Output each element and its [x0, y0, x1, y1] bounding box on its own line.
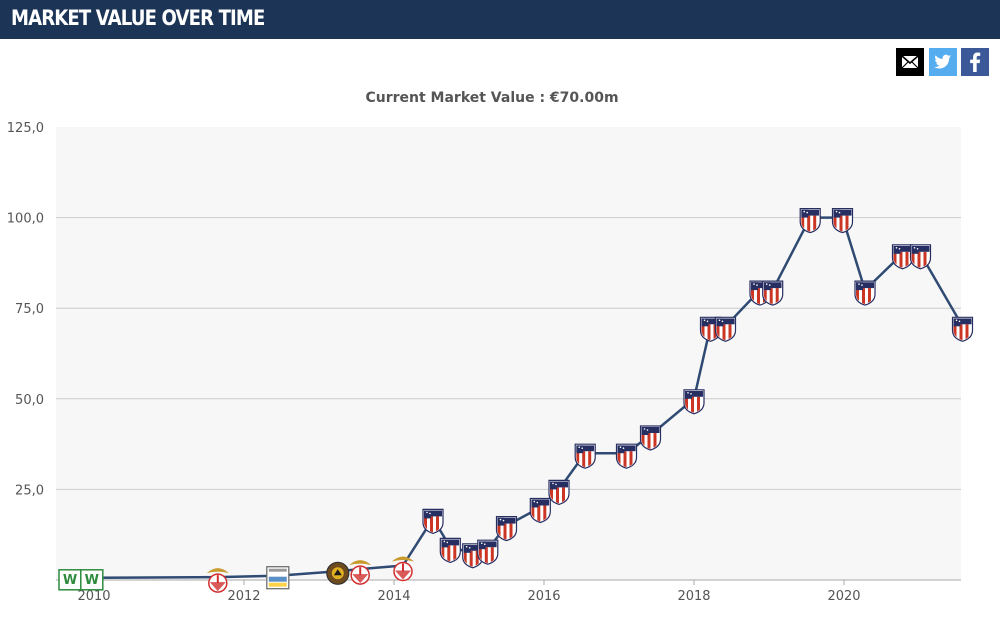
- atletico-madrid-marker[interactable]: [615, 443, 638, 469]
- benfica-marker[interactable]: [349, 560, 372, 585]
- plot-area: [56, 127, 961, 580]
- x-tick-label: 2018: [677, 589, 710, 604]
- x-tick-label: 2014: [377, 589, 410, 604]
- twitter-bird-icon: [934, 54, 952, 69]
- atletico-madrid-marker[interactable]: [799, 208, 821, 234]
- x-tick-label: 2012: [227, 589, 260, 604]
- wolfsburg-marker[interactable]: W: [58, 569, 82, 591]
- envelope-icon: [901, 55, 919, 69]
- x-tick-label: 2010: [77, 589, 110, 604]
- atletico-madrid-marker[interactable]: [854, 280, 876, 306]
- rio-ave-marker[interactable]: [326, 561, 350, 585]
- atletico-madrid-marker[interactable]: [891, 244, 914, 270]
- x-tick-label: 2016: [527, 589, 560, 604]
- svg-text:W: W: [85, 573, 99, 588]
- atletico-madrid-marker[interactable]: [529, 497, 551, 524]
- y-tick-label: 50,0: [15, 393, 44, 408]
- share-facebook-button[interactable]: [961, 48, 989, 76]
- header-bar: MARKET VALUE OVER TIME: [0, 0, 1000, 39]
- atletico-madrid-marker[interactable]: [439, 537, 461, 564]
- atletico-madrid-marker[interactable]: [574, 443, 596, 469]
- atletico-madrid-marker[interactable]: [639, 425, 662, 451]
- y-tick-label: 100,0: [7, 212, 44, 227]
- y-tick-label: 25,0: [15, 483, 44, 498]
- atletico-madrid-marker[interactable]: [495, 515, 518, 542]
- y-tick-label: 75,0: [15, 302, 44, 317]
- atletico-madrid-marker[interactable]: [422, 508, 444, 535]
- share-twitter-button[interactable]: [929, 48, 957, 76]
- atletico-madrid-marker[interactable]: [683, 389, 705, 415]
- share-email-button[interactable]: [896, 48, 924, 76]
- benfica-marker[interactable]: [206, 568, 229, 593]
- pacos-ferreira-marker[interactable]: [266, 566, 290, 590]
- x-tick-label: 2020: [827, 589, 860, 604]
- benfica-marker[interactable]: [392, 556, 414, 582]
- svg-text:W: W: [63, 573, 77, 588]
- atletico-madrid-marker[interactable]: [762, 280, 784, 306]
- market-value-line: [70, 216, 964, 580]
- page-title: MARKET VALUE OVER TIME: [11, 6, 265, 30]
- facebook-f-icon: [970, 52, 981, 72]
- wolfsburg-marker[interactable]: W: [80, 569, 104, 591]
- atletico-madrid-marker[interactable]: [477, 539, 499, 565]
- atletico-madrid-marker[interactable]: [831, 208, 854, 234]
- y-tick-label: 125,0: [7, 121, 44, 136]
- chart-title: Current Market Value : €70.00m: [365, 90, 619, 106]
- atletico-madrid-marker[interactable]: [951, 316, 974, 342]
- atletico-madrid-marker[interactable]: [548, 479, 570, 506]
- atletico-madrid-marker[interactable]: [714, 316, 737, 342]
- atletico-madrid-marker[interactable]: [909, 244, 932, 270]
